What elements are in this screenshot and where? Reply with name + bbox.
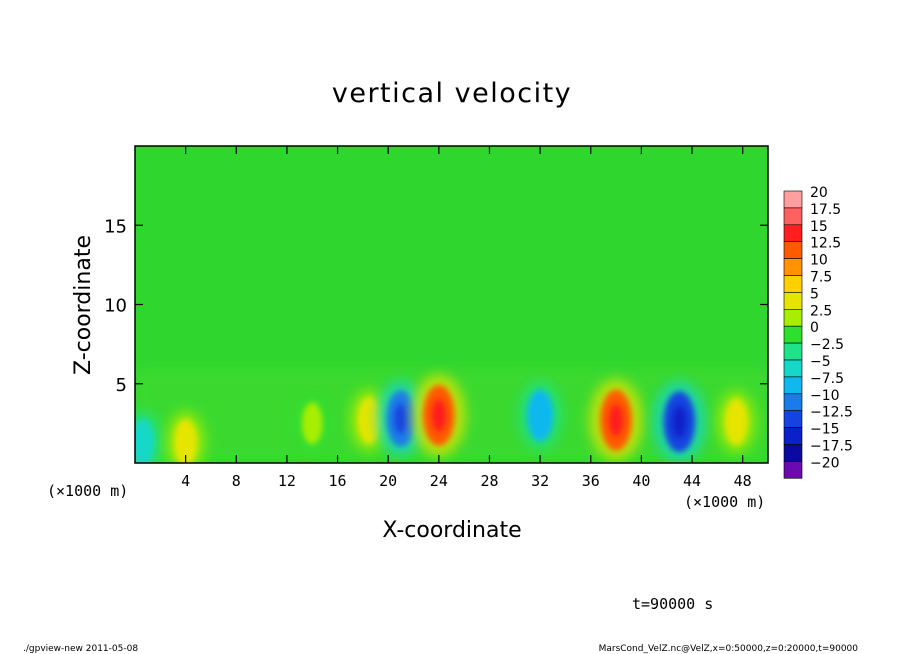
footer-right: MarsCond_VelZ.nc@VelZ,x=0:50000,z=0:2000… — [599, 644, 859, 654]
x-unit-label-right: (×1000 m) — [684, 493, 765, 511]
colorbar-label: −17.5 — [810, 439, 853, 455]
x-tick-label: 4 — [181, 472, 190, 490]
colorbar-label: −20 — [810, 455, 840, 471]
y-tick-label: 10 — [104, 296, 127, 317]
x-tick-label: 28 — [480, 472, 498, 490]
colorbar-swatch — [783, 461, 803, 479]
colorbar-label: −5 — [810, 354, 831, 370]
colorbar-swatch — [783, 393, 803, 411]
x-tick-label: 36 — [582, 472, 600, 490]
x-tick-label: 20 — [379, 472, 397, 490]
colorbar-swatch — [783, 275, 803, 293]
colorbar-label: 20 — [810, 185, 828, 201]
y-tick-label: 15 — [104, 216, 127, 237]
colorbar-swatch — [783, 207, 803, 226]
x-unit-label-left: (×1000 m) — [47, 482, 128, 500]
colorbar-label: 5 — [810, 286, 819, 302]
x-tick-label: 24 — [430, 472, 448, 490]
colorbar-label: 0 — [810, 320, 819, 336]
colorbar-swatch — [783, 410, 803, 428]
colorbar-label: −7.5 — [810, 371, 844, 387]
updraft-core — [173, 419, 198, 463]
downdraft-core — [135, 419, 155, 463]
y-tick-label: 5 — [116, 375, 127, 396]
colorbar-swatch — [783, 342, 803, 361]
colorbar-swatch — [783, 427, 803, 445]
colorbar-swatch — [783, 376, 803, 395]
colorbar-label: 15 — [810, 219, 828, 235]
x-tick-label: 44 — [683, 472, 701, 490]
colorbar-label: 7.5 — [810, 270, 832, 286]
time-label: t=90000 s — [632, 595, 713, 613]
x-axis-label: X-coordinate — [382, 518, 521, 543]
colorbar-swatch — [783, 224, 803, 243]
heatmap-field — [135, 146, 768, 463]
y-axis-label: Z-coordinate — [71, 235, 96, 375]
feature-peak — [431, 399, 446, 432]
colorbar-swatch — [783, 190, 803, 209]
colorbar-swatch — [783, 292, 803, 310]
colorbar-label: −2.5 — [810, 337, 844, 353]
x-tick-label: 8 — [232, 472, 241, 490]
chart-title: vertical velocity — [332, 78, 572, 109]
x-tick-label: 12 — [278, 472, 296, 490]
colorbar-label: −10 — [810, 388, 840, 404]
colorbar-label: 17.5 — [810, 202, 841, 218]
colorbar-label: −15 — [810, 422, 840, 438]
colorbar-label: −12.5 — [810, 405, 853, 421]
feature-peak — [608, 404, 624, 437]
colorbar-swatch — [783, 258, 803, 276]
colorbar-swatch — [783, 241, 803, 259]
colorbar-swatch — [783, 325, 803, 344]
colorbar-swatch — [783, 444, 803, 462]
colorbar-label: 10 — [810, 253, 828, 269]
colorbar-label: 12.5 — [810, 236, 841, 252]
colorbar-label: 2.5 — [810, 303, 832, 319]
feature-peak — [394, 403, 408, 434]
x-tick-label: 40 — [632, 472, 650, 490]
colorbar: 2017.51512.5107.552.50−2.5−5−7.5−10−12.5… — [783, 185, 853, 479]
updraft-core — [301, 402, 323, 445]
footer-left: ./gpview-new 2011-05-08 — [23, 644, 138, 654]
x-tick-label: 48 — [734, 472, 752, 490]
colorbar-swatch — [783, 308, 803, 327]
feature-peak — [672, 405, 687, 438]
downdraft-core — [526, 389, 554, 442]
colorbar-swatch — [783, 359, 803, 378]
updraft-core — [357, 396, 381, 444]
x-tick-label: 16 — [329, 472, 347, 490]
updraft-core — [724, 398, 749, 446]
x-tick-label: 32 — [531, 472, 549, 490]
